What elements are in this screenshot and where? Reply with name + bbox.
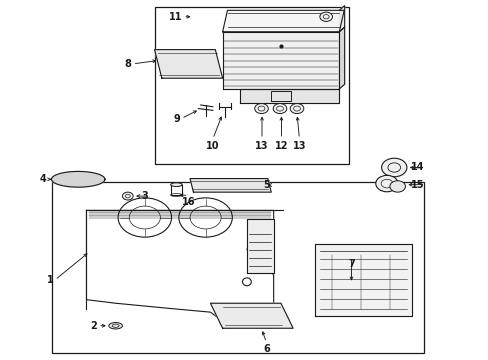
Bar	[52, 182, 424, 353]
Circle shape	[289, 104, 303, 113]
Text: 5: 5	[263, 180, 270, 190]
Circle shape	[381, 158, 406, 177]
Polygon shape	[222, 10, 344, 32]
Text: 15: 15	[410, 180, 424, 190]
Text: 7: 7	[347, 259, 354, 269]
Text: 6: 6	[263, 344, 269, 354]
Circle shape	[254, 104, 268, 113]
Text: 16: 16	[182, 197, 195, 207]
Ellipse shape	[170, 183, 182, 186]
Polygon shape	[154, 50, 222, 78]
Ellipse shape	[109, 323, 122, 329]
Circle shape	[389, 181, 405, 192]
Text: 11: 11	[168, 12, 182, 22]
Text: 1: 1	[47, 275, 54, 285]
Text: 4: 4	[40, 174, 46, 184]
Polygon shape	[222, 32, 339, 89]
Polygon shape	[339, 27, 344, 89]
Circle shape	[375, 175, 397, 192]
Polygon shape	[339, 6, 344, 32]
Bar	[154, 7, 348, 164]
Text: 10: 10	[206, 141, 219, 151]
Polygon shape	[210, 303, 292, 328]
Circle shape	[319, 12, 332, 21]
Polygon shape	[51, 171, 105, 187]
Circle shape	[122, 192, 133, 200]
Text: 3: 3	[141, 191, 148, 201]
Text: 9: 9	[173, 113, 180, 123]
Polygon shape	[246, 219, 273, 273]
Polygon shape	[314, 244, 411, 316]
Polygon shape	[239, 89, 339, 103]
Circle shape	[273, 104, 286, 113]
Text: 2: 2	[90, 321, 97, 331]
Text: 13: 13	[255, 141, 268, 151]
Polygon shape	[190, 179, 271, 192]
Text: 8: 8	[124, 59, 131, 69]
Text: 12: 12	[274, 141, 287, 151]
Text: 13: 13	[292, 141, 305, 151]
Text: 14: 14	[410, 162, 424, 172]
